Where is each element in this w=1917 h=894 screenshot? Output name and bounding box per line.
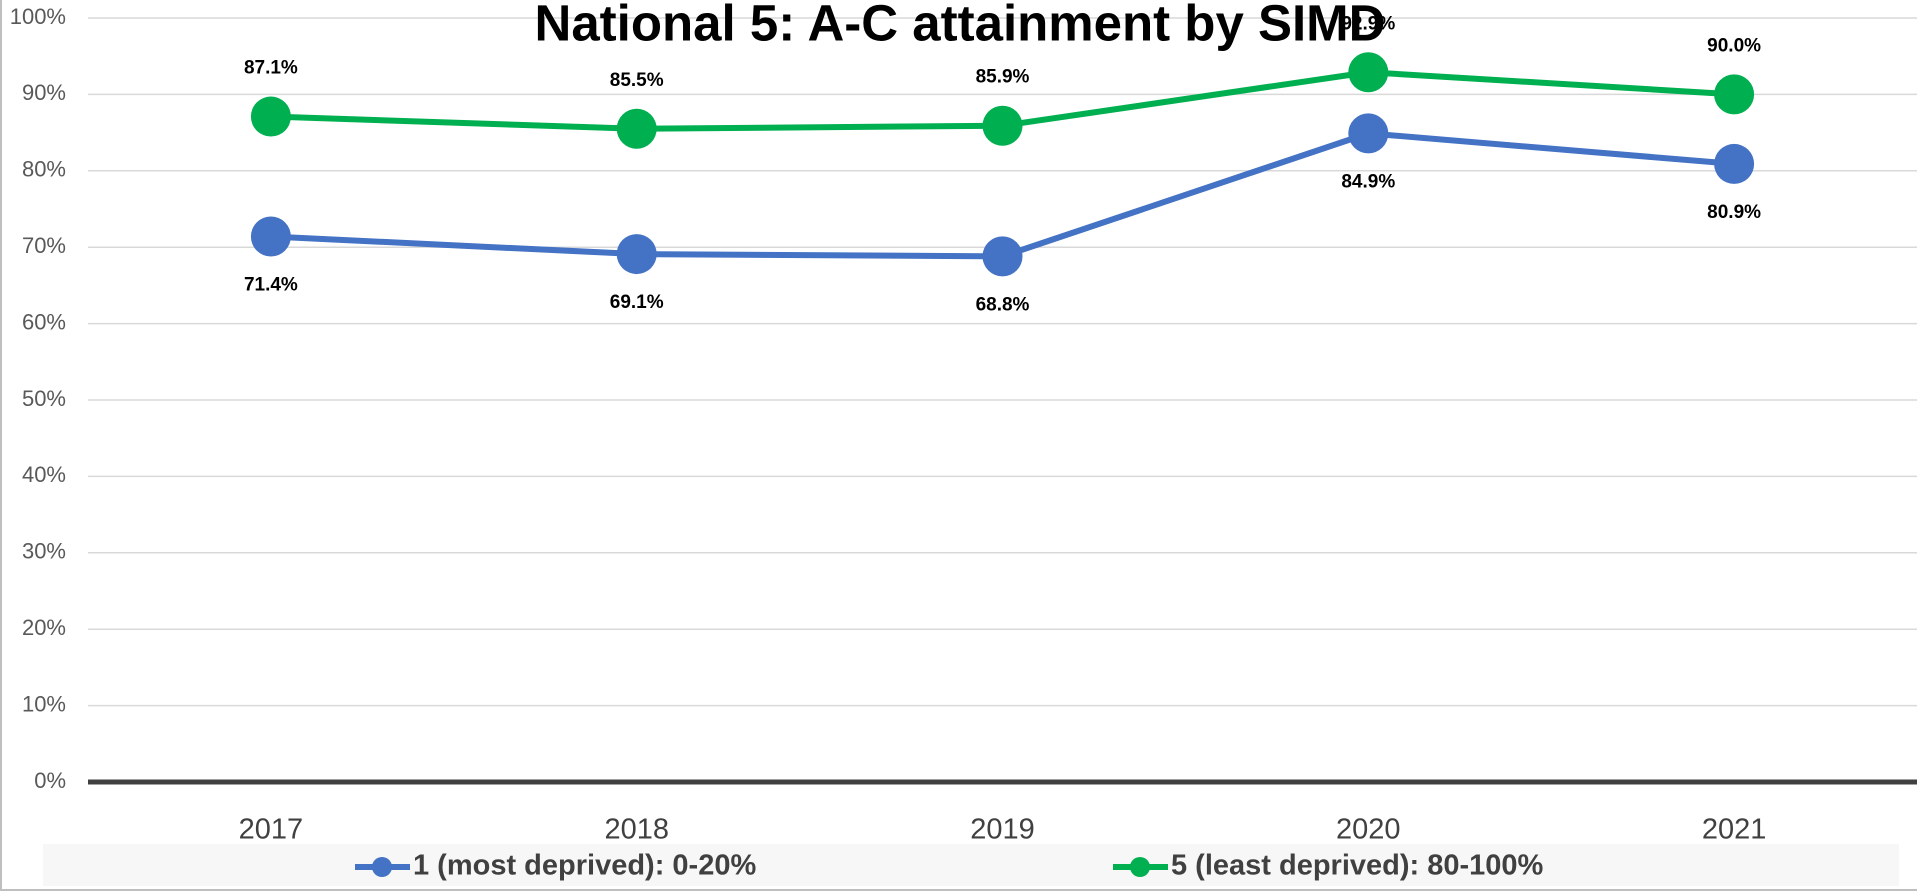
y-tick-label: 40% <box>22 462 66 487</box>
data-label: 85.5% <box>610 70 664 91</box>
y-tick-label: 20% <box>22 615 66 640</box>
data-point <box>250 96 291 137</box>
x-tick-label: 2019 <box>970 814 1035 846</box>
data-label: 90.0% <box>1707 35 1761 56</box>
x-tick-label: 2017 <box>239 814 304 846</box>
y-tick-label: 10% <box>22 691 66 716</box>
data-point <box>982 236 1023 277</box>
y-tick-label: 60% <box>22 309 66 334</box>
data-point <box>1714 74 1755 115</box>
x-tick-label: 2020 <box>1336 814 1401 846</box>
data-label: 71.4% <box>244 275 298 296</box>
data-point <box>1348 113 1389 154</box>
data-label: 80.9% <box>1707 202 1761 223</box>
data-point <box>250 216 291 257</box>
chart-title: National 5: A-C attainment by SIMD <box>534 0 1385 51</box>
data-label: 68.8% <box>976 294 1030 315</box>
data-point <box>982 105 1023 146</box>
data-label: 87.1% <box>244 58 298 79</box>
y-tick-label: 50% <box>22 386 66 411</box>
y-tick-label: 0% <box>34 768 66 793</box>
data-point <box>616 234 657 275</box>
legend-label: 5 (least deprived): 80-100% <box>1171 850 1544 882</box>
x-tick-label: 2021 <box>1702 814 1767 846</box>
legend-background <box>43 844 1899 886</box>
data-label: 69.1% <box>610 292 664 313</box>
data-label: 85.9% <box>976 67 1030 88</box>
legend-label: 1 (most deprived): 0-20% <box>413 850 756 882</box>
plot: 71.4% 69.1% 68.8% 84.9% 80.9% 87.1% 85.5% 85.9%… <box>244 13 1761 315</box>
data-point <box>1348 52 1389 93</box>
data-point <box>616 108 657 149</box>
grid <box>88 17 1917 785</box>
y-tick-label: 80% <box>22 157 66 182</box>
data-label: 92.9% <box>1341 13 1395 34</box>
y-tick-label: 70% <box>22 233 66 258</box>
y-tick-label: 30% <box>22 539 66 564</box>
legend-marker <box>1130 857 1150 877</box>
legend-marker <box>372 857 392 877</box>
y-tick-label: 100% <box>10 4 66 29</box>
x-tick-label: 2018 <box>604 814 669 846</box>
y-tick-label: 90% <box>22 80 66 105</box>
data-point <box>1714 143 1755 184</box>
data-label: 84.9% <box>1341 171 1395 192</box>
